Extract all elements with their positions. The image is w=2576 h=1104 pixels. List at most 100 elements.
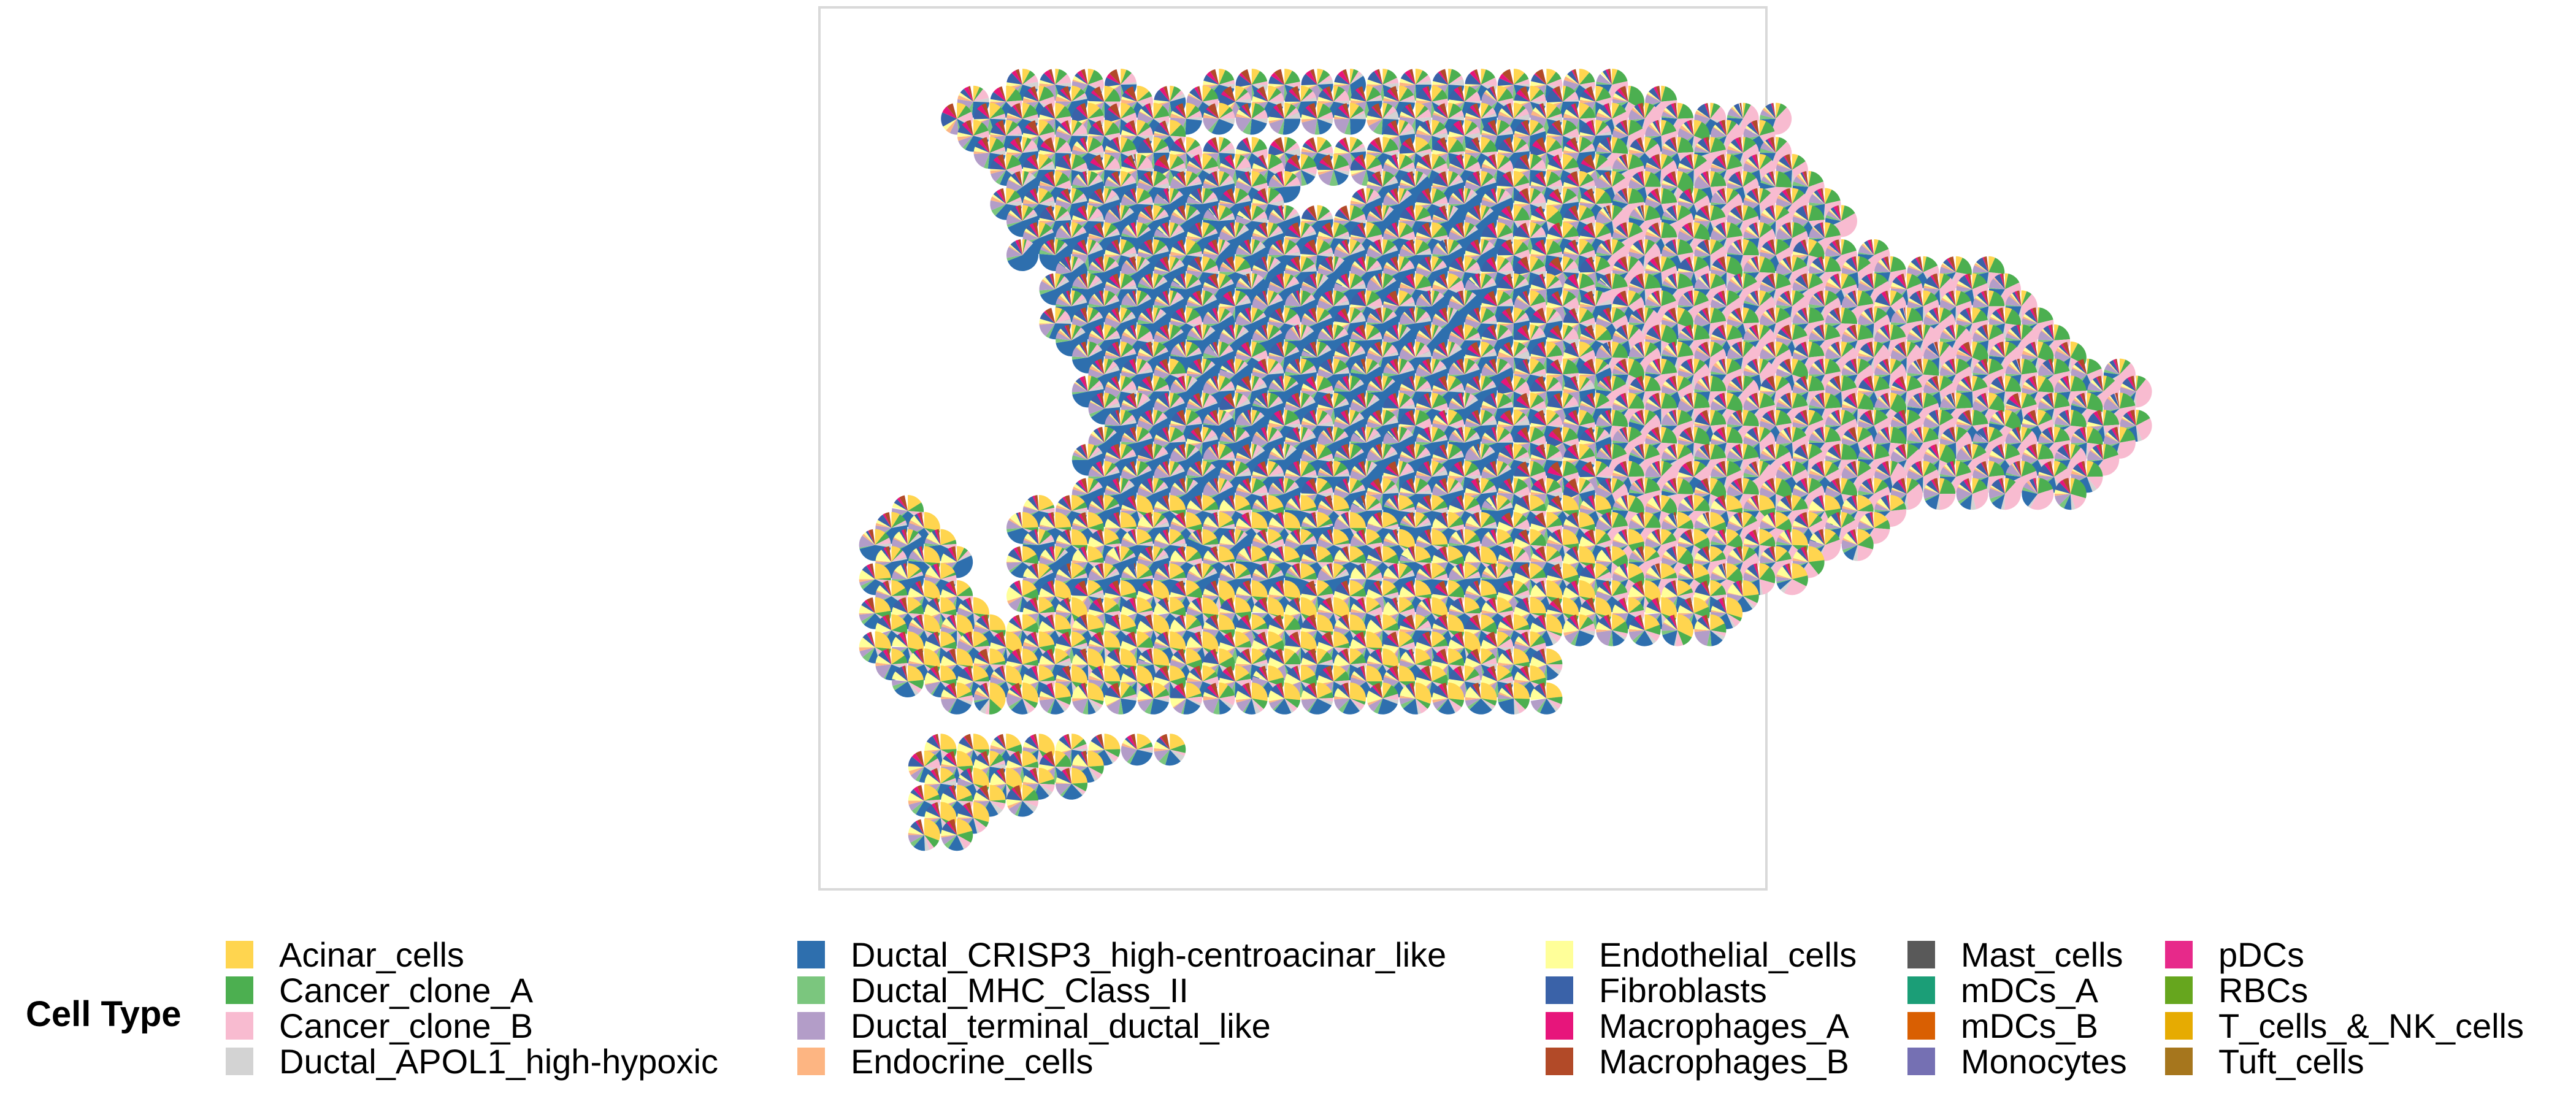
pie-slice bbox=[1137, 85, 1149, 102]
spot-pie bbox=[1530, 69, 1563, 101]
pie-slice bbox=[1010, 139, 1022, 153]
pie-slice bbox=[1027, 120, 1039, 136]
pie-slice bbox=[962, 136, 973, 150]
pie-slice bbox=[1546, 79, 1563, 88]
pie-slice bbox=[1153, 102, 1163, 119]
pie-slice bbox=[1472, 137, 1481, 153]
pie-slice bbox=[1317, 118, 1333, 135]
pie-slice bbox=[1579, 148, 1595, 153]
pie-slice bbox=[976, 105, 990, 119]
pie-slice bbox=[1044, 70, 1056, 85]
pie-slice bbox=[1661, 85, 1666, 102]
pie-slice bbox=[1163, 86, 1170, 102]
pie-slice bbox=[1322, 88, 1334, 102]
pie-slice bbox=[1579, 135, 1596, 137]
pie-slice bbox=[1301, 147, 1317, 153]
pie-slice bbox=[1235, 91, 1251, 102]
pie-slice bbox=[1399, 88, 1414, 102]
pie-slice bbox=[1342, 69, 1350, 85]
pie-slice bbox=[1505, 137, 1514, 153]
pie-slice bbox=[1498, 140, 1514, 153]
pie-slice bbox=[1399, 115, 1416, 119]
pie-slice bbox=[1006, 121, 1019, 136]
pie-slice bbox=[1006, 115, 1022, 119]
pie-slice bbox=[1242, 138, 1252, 153]
pie-slice bbox=[1484, 91, 1498, 102]
pie-slice bbox=[1072, 79, 1088, 85]
pie-slice bbox=[1334, 115, 1350, 119]
pie-slice bbox=[1251, 102, 1255, 119]
pie-slice bbox=[1502, 69, 1514, 85]
pie-slice bbox=[1764, 106, 1776, 119]
pie-slice bbox=[1350, 100, 1367, 105]
pie-slice bbox=[1203, 142, 1219, 153]
pie-slice bbox=[1563, 86, 1576, 102]
pie-slice bbox=[1677, 104, 1693, 119]
pie-slice bbox=[1121, 73, 1137, 85]
pie-slice bbox=[1432, 141, 1449, 153]
pie-slice bbox=[1318, 90, 1334, 102]
pie-slice bbox=[1059, 123, 1072, 136]
pie-slice bbox=[1605, 69, 1612, 85]
pie-slice bbox=[1219, 110, 1235, 119]
pie-slice bbox=[1566, 105, 1579, 119]
pie-slice bbox=[1705, 137, 1711, 153]
pie-slice bbox=[1684, 121, 1694, 136]
pie-slice bbox=[1300, 85, 1309, 102]
pie-slice bbox=[1448, 75, 1463, 85]
pie-slice bbox=[1186, 137, 1195, 153]
pie-slice bbox=[1194, 86, 1203, 102]
pie-slice bbox=[1596, 151, 1612, 155]
pie-slice bbox=[1203, 151, 1219, 154]
pie-slice bbox=[1104, 85, 1114, 102]
pie-slice bbox=[1628, 85, 1631, 102]
pie-slice bbox=[1662, 111, 1677, 119]
pie-slice bbox=[1334, 118, 1350, 134]
pie-slice bbox=[1733, 103, 1743, 119]
pie-slice bbox=[1170, 120, 1181, 136]
pie-slice bbox=[1579, 96, 1596, 102]
pie-slice bbox=[1532, 107, 1547, 119]
pie-slice bbox=[1022, 140, 1038, 153]
pie-slice bbox=[1093, 86, 1105, 102]
pie-slice bbox=[1039, 146, 1056, 153]
pie-slice bbox=[1399, 121, 1409, 136]
pie-slice bbox=[1170, 86, 1181, 102]
pie-slice bbox=[1106, 73, 1121, 85]
pie-slice bbox=[1175, 105, 1186, 119]
pie-slice bbox=[1367, 107, 1383, 119]
pie-slice bbox=[1563, 128, 1579, 137]
pie-slice bbox=[1178, 103, 1186, 119]
pie-slice bbox=[1367, 151, 1383, 154]
pie-slice bbox=[1497, 126, 1512, 136]
pie-slice bbox=[957, 132, 973, 137]
pie-slice bbox=[1251, 139, 1267, 153]
pie-slice bbox=[1038, 120, 1049, 136]
pie-slice bbox=[1268, 107, 1285, 119]
pie-slice bbox=[1448, 115, 1465, 121]
pie-slice bbox=[1251, 148, 1268, 159]
spots-layer bbox=[859, 68, 2152, 851]
spot-pie bbox=[1432, 102, 1465, 135]
pie-slice bbox=[1241, 105, 1252, 119]
pie-slice bbox=[1219, 70, 1235, 85]
pie-slice bbox=[1022, 98, 1039, 104]
pie-slice bbox=[1207, 139, 1219, 153]
pie-slice bbox=[1382, 110, 1399, 120]
pie-slice bbox=[1253, 91, 1268, 102]
pie-slice bbox=[1497, 129, 1514, 136]
pie-slice bbox=[1608, 69, 1612, 85]
pie-slice bbox=[1170, 85, 1175, 102]
pie-slice bbox=[1170, 150, 1186, 156]
pie-slice bbox=[942, 106, 957, 119]
pie-slice bbox=[1514, 131, 1530, 136]
pie-slice bbox=[1497, 88, 1513, 102]
pie-slice bbox=[1499, 108, 1514, 119]
pie-slice bbox=[1159, 122, 1170, 136]
pie-slice bbox=[1662, 145, 1677, 153]
pie-slice bbox=[959, 92, 973, 102]
pie-slice bbox=[1514, 72, 1529, 85]
pie-slice bbox=[973, 130, 989, 138]
pie-slice bbox=[1742, 102, 1746, 119]
pie-slice bbox=[1088, 125, 1105, 136]
